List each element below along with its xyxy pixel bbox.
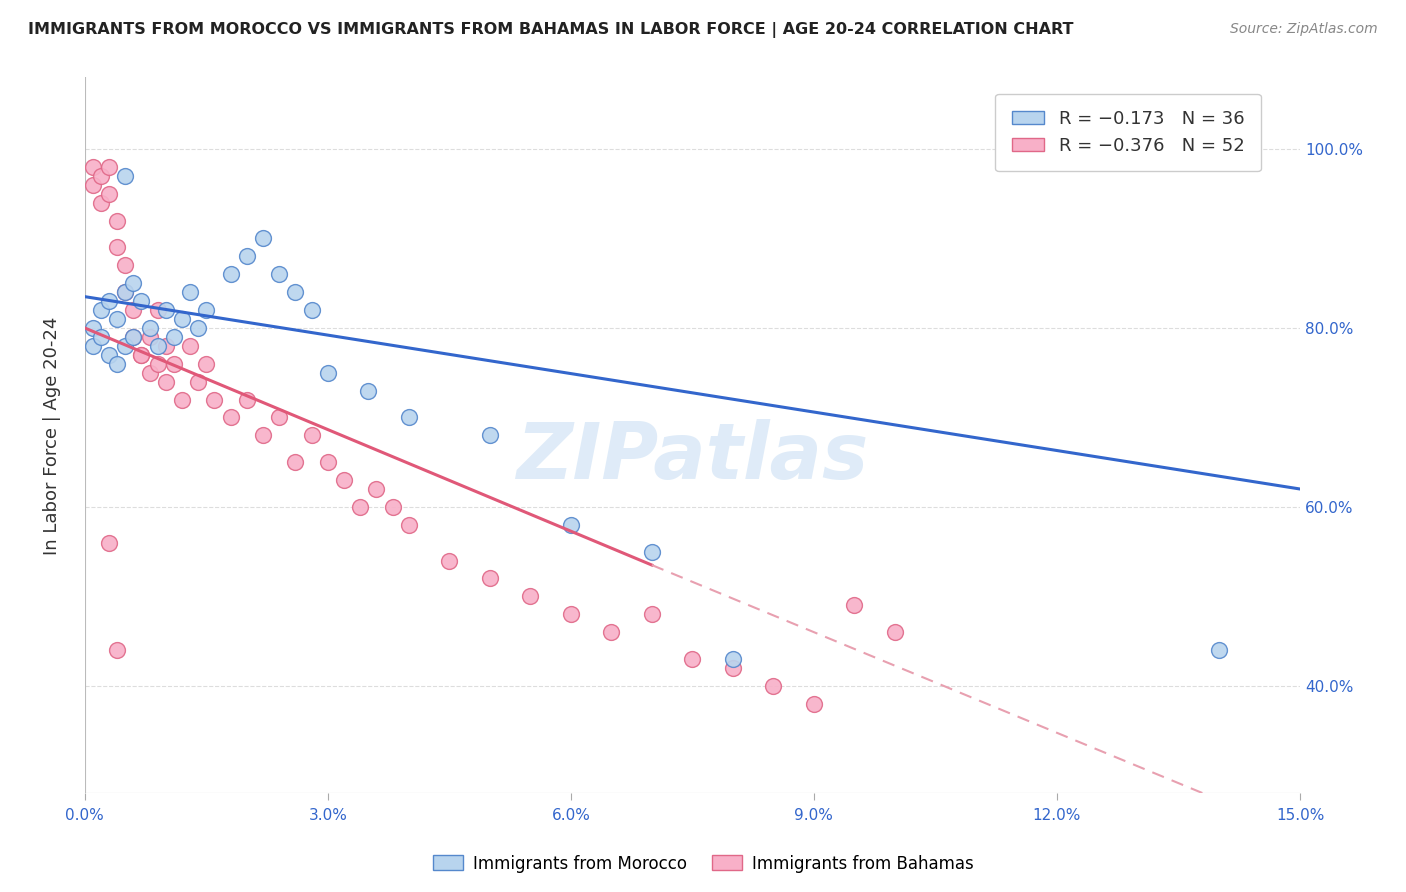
Point: [98, 160, 121, 174]
Point: [219, 267, 242, 281]
Point: [114, 339, 136, 353]
Point: [138, 366, 160, 380]
Point: [122, 330, 145, 344]
Point: [179, 285, 201, 300]
Point: [90, 195, 112, 210]
Point: [90, 303, 112, 318]
Point: [349, 500, 371, 514]
Point: [316, 366, 339, 380]
Point: [195, 303, 218, 318]
Point: [146, 357, 169, 371]
Point: [98, 348, 121, 362]
Point: [884, 625, 907, 640]
Point: [155, 375, 177, 389]
Point: [252, 428, 274, 442]
Point: [316, 455, 339, 469]
Point: [560, 607, 582, 622]
Point: [131, 348, 153, 362]
Point: [398, 410, 420, 425]
Point: [721, 661, 744, 675]
Point: [163, 330, 186, 344]
Point: [146, 339, 169, 353]
Point: [114, 258, 136, 272]
Point: [114, 285, 136, 300]
Point: [105, 240, 128, 254]
Point: [284, 455, 307, 469]
Point: [560, 517, 582, 532]
Point: [82, 339, 104, 353]
Point: [844, 599, 866, 613]
Point: [114, 285, 136, 300]
Point: [138, 321, 160, 335]
Point: [155, 339, 177, 353]
Point: [269, 410, 291, 425]
Point: [641, 544, 664, 558]
Point: [202, 392, 225, 407]
Point: [803, 697, 825, 711]
Point: [187, 375, 209, 389]
Point: [301, 428, 323, 442]
Point: [236, 249, 259, 263]
Point: [179, 339, 201, 353]
Point: [98, 294, 121, 309]
Point: [478, 428, 501, 442]
Point: [1208, 643, 1230, 657]
Point: [721, 652, 744, 666]
Point: [195, 357, 218, 371]
Point: [478, 572, 501, 586]
Point: [163, 357, 186, 371]
Point: [357, 384, 380, 398]
Text: IMMIGRANTS FROM MOROCCO VS IMMIGRANTS FROM BAHAMAS IN LABOR FORCE | AGE 20-24 CO: IMMIGRANTS FROM MOROCCO VS IMMIGRANTS FR…: [28, 22, 1074, 38]
Point: [98, 535, 121, 549]
Point: [131, 348, 153, 362]
Point: [90, 169, 112, 183]
Point: [333, 473, 356, 487]
Point: [170, 392, 193, 407]
Point: [762, 679, 785, 693]
Point: [82, 160, 104, 174]
Point: [519, 590, 541, 604]
Point: [122, 303, 145, 318]
Point: [146, 303, 169, 318]
Point: [187, 321, 209, 335]
Point: [641, 607, 664, 622]
Point: [98, 186, 121, 201]
Text: ZIPatlas: ZIPatlas: [516, 418, 869, 495]
Point: [398, 517, 420, 532]
Point: [439, 553, 461, 567]
Point: [105, 213, 128, 227]
Point: [366, 482, 388, 496]
Text: Source: ZipAtlas.com: Source: ZipAtlas.com: [1230, 22, 1378, 37]
Point: [381, 500, 404, 514]
Point: [82, 321, 104, 335]
Y-axis label: In Labor Force | Age 20-24: In Labor Force | Age 20-24: [44, 316, 60, 555]
Point: [105, 643, 128, 657]
Point: [122, 330, 145, 344]
Point: [236, 392, 259, 407]
Point: [105, 357, 128, 371]
Point: [114, 169, 136, 183]
Point: [301, 303, 323, 318]
Point: [681, 652, 703, 666]
Legend: Immigrants from Morocco, Immigrants from Bahamas: Immigrants from Morocco, Immigrants from…: [426, 848, 980, 880]
Legend: R = −0.173   N = 36, R = −0.376   N = 52: R = −0.173 N = 36, R = −0.376 N = 52: [995, 94, 1261, 171]
Point: [219, 410, 242, 425]
Point: [105, 312, 128, 326]
Point: [170, 312, 193, 326]
Point: [252, 231, 274, 245]
Point: [269, 267, 291, 281]
Point: [82, 178, 104, 192]
Point: [90, 330, 112, 344]
Point: [284, 285, 307, 300]
Point: [122, 277, 145, 291]
Point: [131, 294, 153, 309]
Point: [600, 625, 623, 640]
Point: [155, 303, 177, 318]
Point: [138, 330, 160, 344]
